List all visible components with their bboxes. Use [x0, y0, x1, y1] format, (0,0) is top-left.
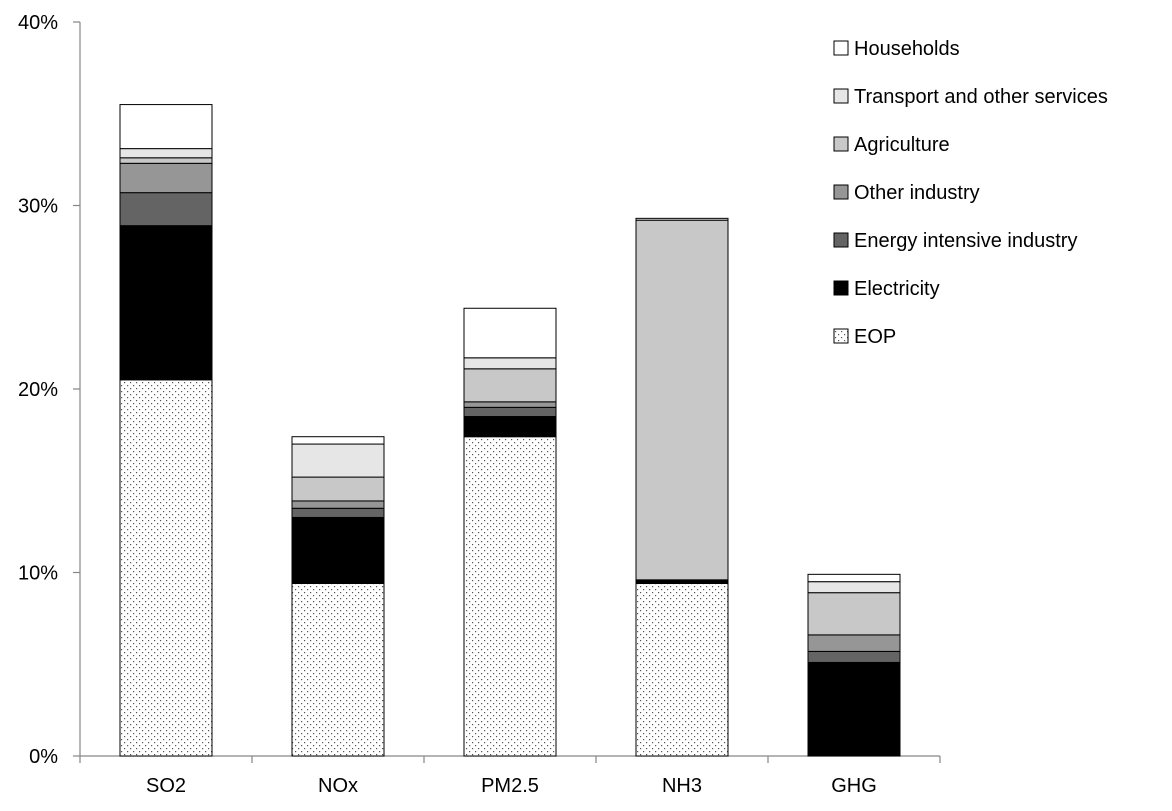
bar-segment-agriculture — [291, 476, 385, 502]
bar-segment-electricity — [463, 416, 557, 438]
y-tick-label: 0% — [29, 746, 58, 768]
y-tick-label: 40% — [18, 12, 58, 34]
bar-segment-transport-and-other-services — [291, 443, 385, 478]
x-tick-label: GHG — [831, 775, 877, 797]
legend-swatch-eop — [833, 328, 849, 344]
bar-segment-households — [119, 104, 213, 150]
legend-swatch-transport-and-other-services — [833, 88, 849, 104]
legend-swatch-energy-intensive-industry — [833, 232, 849, 248]
legend-label: Other industry — [854, 182, 980, 204]
legend-label: EOP — [854, 326, 896, 348]
bar-segment-energy-intensive-industry — [463, 406, 557, 418]
legend-label: Households — [854, 38, 960, 60]
bar-segment-eop — [119, 379, 213, 757]
legend-label: Electricity — [854, 278, 940, 300]
x-tick-label: NOx — [318, 775, 358, 797]
bar-segment-electricity — [119, 225, 213, 381]
bar-segment-electricity — [291, 516, 385, 585]
bar-segment-agriculture — [463, 368, 557, 403]
y-tick-label: 10% — [18, 563, 58, 585]
bar-segment-households — [463, 307, 557, 359]
bar-segment-transport-and-other-services — [635, 217, 729, 221]
bar-segment-households — [807, 573, 901, 583]
bar-segment-other-industry — [463, 401, 557, 408]
legend-swatch-electricity — [833, 280, 849, 296]
legend-swatch-households — [833, 40, 849, 56]
legend-label: Energy intensive industry — [854, 230, 1077, 252]
bar-segment-transport-and-other-services — [119, 148, 213, 159]
bar-segment-households — [291, 436, 385, 445]
bar-segment-agriculture — [807, 592, 901, 636]
bar-segment-eop — [463, 436, 557, 757]
legend-label: Transport and other services — [854, 86, 1108, 108]
legend-swatch-other-industry — [833, 184, 849, 200]
bar-segment-electricity — [807, 661, 901, 757]
bar-segment-agriculture — [635, 219, 729, 581]
bar-segment-other-industry — [119, 162, 213, 194]
axes: 0% 10% 20% 30% 40% — [18, 12, 941, 768]
bar-segment-energy-intensive-industry — [291, 507, 385, 518]
x-tick-label: SO2 — [146, 775, 186, 797]
bar-segment-other-industry — [291, 500, 385, 509]
legend-label: Agriculture — [854, 134, 950, 156]
bar-segment-transport-and-other-services — [463, 357, 557, 370]
x-tick-label: PM2.5 — [481, 775, 539, 797]
bar-segment-agriculture — [119, 157, 213, 164]
bar-segment-energy-intensive-industry — [119, 192, 213, 227]
bar-segment-electricity — [635, 579, 729, 585]
legend-swatch-agriculture — [833, 136, 849, 152]
bar-segment-other-industry — [807, 634, 901, 652]
bars — [119, 104, 901, 757]
bar-segment-energy-intensive-industry — [807, 650, 901, 663]
bar-segment-eop — [635, 583, 729, 757]
x-tick-label: NH3 — [662, 775, 702, 797]
legend: Households Transport and other services Ag… — [833, 38, 1108, 348]
bar-segment-transport-and-other-services — [807, 581, 901, 594]
y-tick-label: 30% — [18, 196, 58, 218]
x-axis-labels: SO2 NOx PM2.5 NH3 GHG — [146, 775, 877, 797]
y-tick-label: 20% — [18, 379, 58, 401]
bar-segment-eop — [291, 583, 385, 757]
